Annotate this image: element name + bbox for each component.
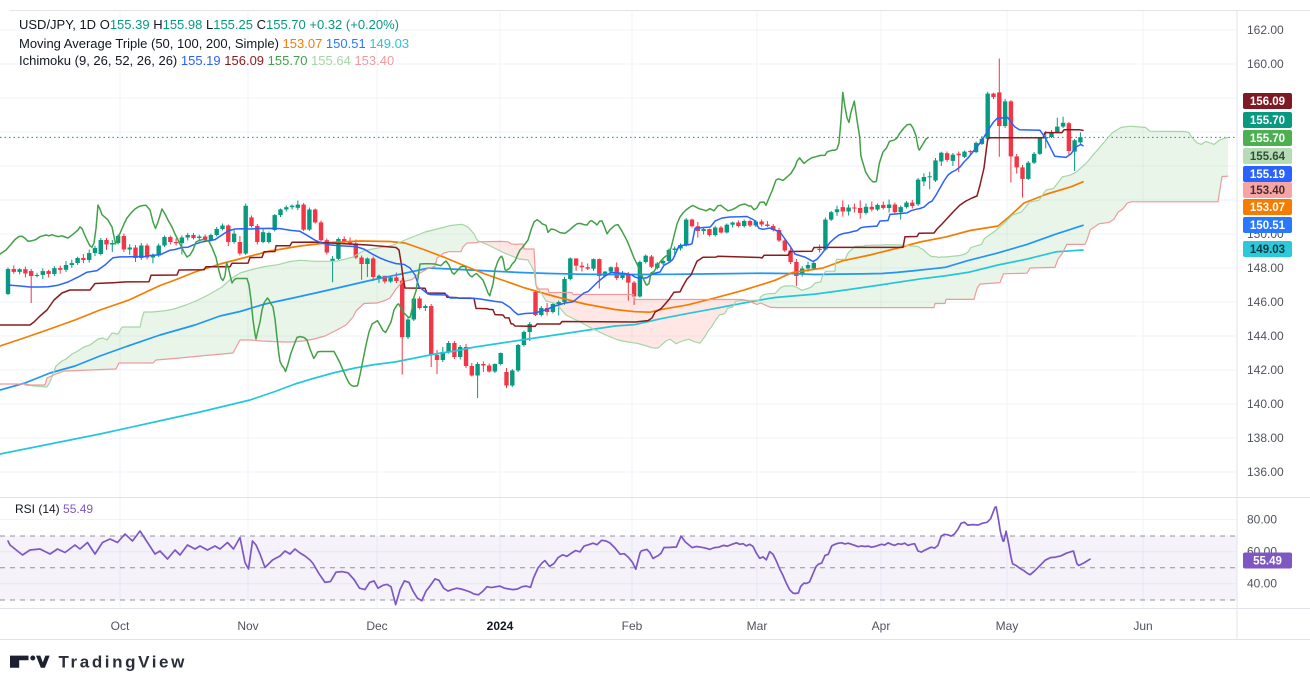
svg-text:148.00: 148.00 xyxy=(1247,261,1284,275)
svg-text:Apr: Apr xyxy=(872,619,891,633)
svg-text:155.19: 155.19 xyxy=(1250,169,1285,181)
svg-text:149.03: 149.03 xyxy=(1250,244,1285,256)
svg-text:Ichimoku (9, 26, 52, 26, 26): Ichimoku (9, 26, 52, 26, 26) 155.19 156.… xyxy=(19,53,394,68)
svg-text:140.00: 140.00 xyxy=(1247,397,1284,411)
svg-text:May: May xyxy=(996,619,1019,633)
svg-text:136.00: 136.00 xyxy=(1247,465,1284,479)
svg-text:155.70: 155.70 xyxy=(1250,133,1285,145)
svg-text:160.00: 160.00 xyxy=(1247,57,1284,71)
svg-text:155.70: 155.70 xyxy=(1250,115,1285,127)
svg-text:138.00: 138.00 xyxy=(1247,431,1284,445)
svg-text:Feb: Feb xyxy=(622,619,643,633)
svg-text:153.40: 153.40 xyxy=(1250,185,1285,197)
svg-text:Dec: Dec xyxy=(366,619,387,633)
svg-text:2024: 2024 xyxy=(487,619,514,633)
svg-text:155.64: 155.64 xyxy=(1250,151,1286,163)
svg-text:156.09: 156.09 xyxy=(1250,96,1285,108)
svg-text:Moving Average Triple (50, 100: Moving Average Triple (50, 100, 200, Sim… xyxy=(19,36,409,51)
svg-text:142.00: 142.00 xyxy=(1247,363,1284,377)
svg-text:146.00: 146.00 xyxy=(1247,295,1284,309)
svg-text:144.00: 144.00 xyxy=(1247,329,1284,343)
svg-text:153.07: 153.07 xyxy=(1250,202,1285,214)
svg-text:80.00: 80.00 xyxy=(1247,513,1277,527)
svg-text:Nov: Nov xyxy=(237,619,258,633)
svg-text:162.00: 162.00 xyxy=(1247,23,1284,37)
svg-text:55.49: 55.49 xyxy=(1253,556,1282,568)
svg-text:150.51: 150.51 xyxy=(1250,220,1286,232)
svg-text:Mar: Mar xyxy=(747,619,768,633)
svg-text:TradingView: TradingView xyxy=(59,653,187,672)
svg-text:Oct: Oct xyxy=(111,619,130,633)
svg-text:40.00: 40.00 xyxy=(1247,577,1277,591)
svg-text:RSI (14) 55.49: RSI (14) 55.49 xyxy=(15,502,93,516)
svg-text:USD/JPY, 1D O155.39 H155.98: USD/JPY, 1D O155.39 H155.98 L155.25 C155… xyxy=(19,17,399,32)
svg-text:Jun: Jun xyxy=(1133,619,1152,633)
